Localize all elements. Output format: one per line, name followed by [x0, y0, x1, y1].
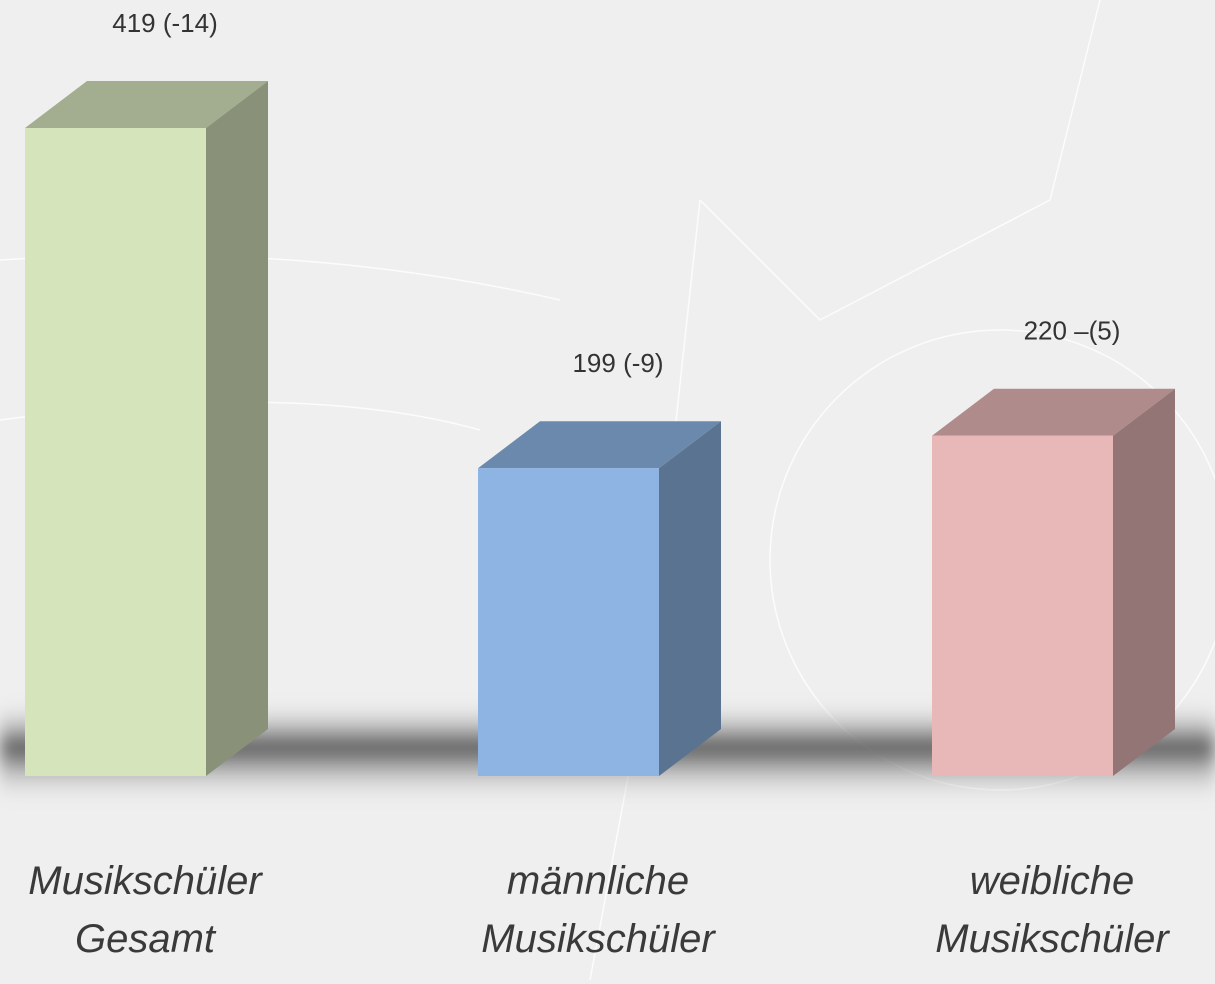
bar-side [1113, 388, 1175, 776]
bar-top [932, 388, 1175, 436]
value-label: 220 –(5) [1024, 316, 1121, 346]
bar-top [25, 81, 268, 128]
category-label: Musikschüler Gesamt [28, 859, 262, 961]
value-label: 419 (-14) [112, 8, 218, 38]
bar-side [659, 421, 721, 776]
bar-top [478, 421, 721, 469]
bar-side [206, 81, 268, 776]
category-label: männliche Musikschüler [481, 859, 715, 961]
category-label: weibliche Musikschüler [935, 859, 1169, 961]
bar [932, 435, 1113, 776]
bar [478, 468, 659, 776]
bar [25, 128, 206, 776]
value-label: 199 (-9) [572, 348, 663, 378]
